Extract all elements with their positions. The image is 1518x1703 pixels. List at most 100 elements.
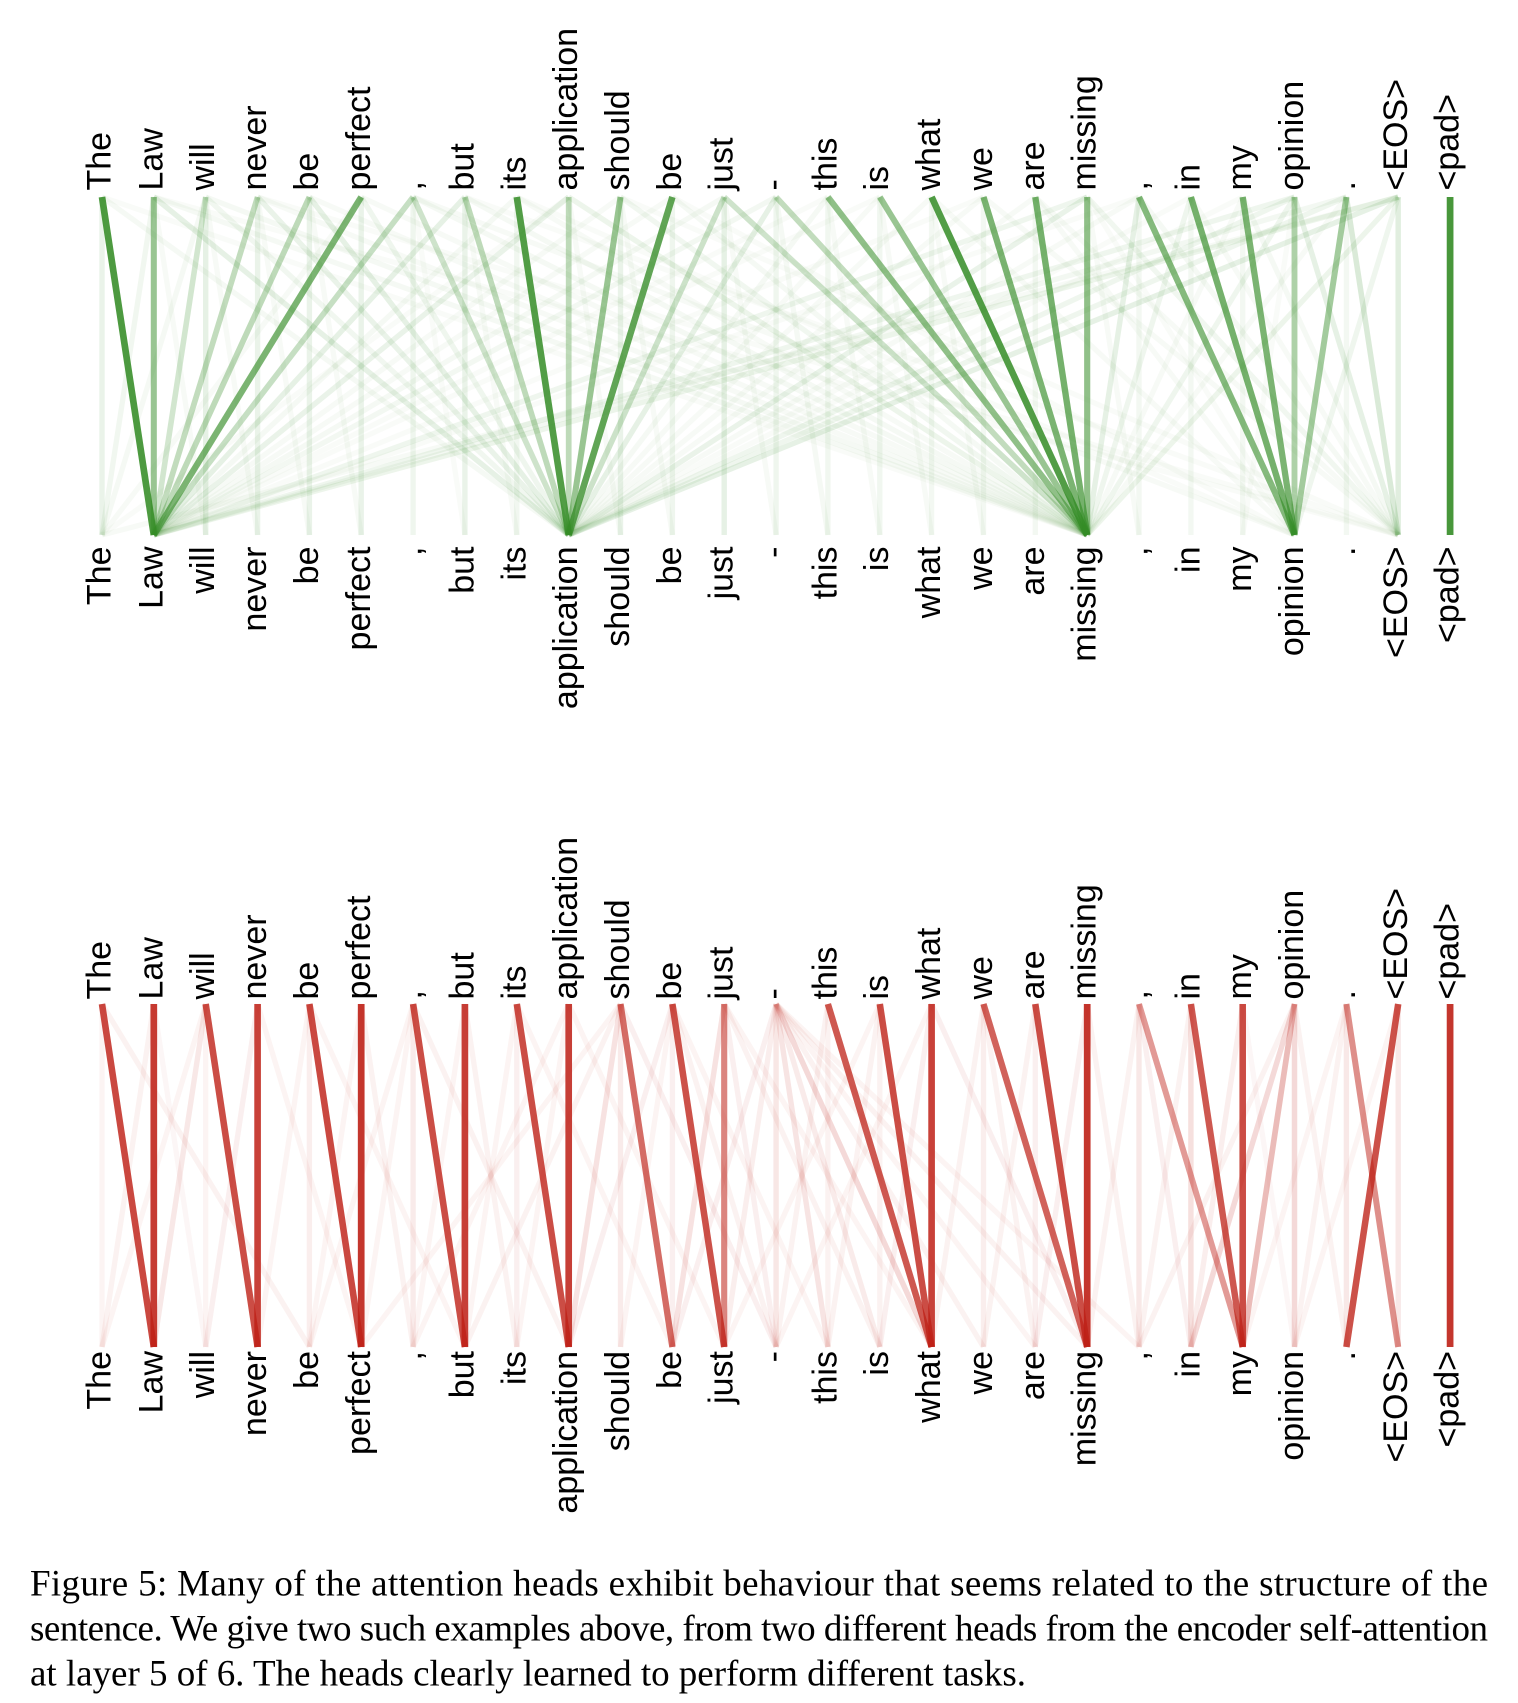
svg-text:is: is [858, 975, 896, 1000]
svg-text:are: are [1014, 141, 1052, 190]
svg-text:<EOS>: <EOS> [1377, 1351, 1415, 1463]
svg-text:The: The [81, 132, 119, 191]
svg-text:Law: Law [132, 546, 170, 609]
svg-text:in: in [1169, 164, 1207, 190]
svg-text:just: just [703, 946, 741, 1000]
svg-text:<EOS>: <EOS> [1377, 79, 1415, 191]
svg-text:missing: missing [1066, 884, 1104, 999]
svg-text:will: will [184, 547, 222, 595]
svg-text:The: The [81, 547, 119, 606]
svg-text:is: is [858, 166, 896, 191]
svg-text:be: be [288, 547, 326, 585]
svg-text:in: in [1169, 1351, 1207, 1377]
svg-text:.: . [1325, 547, 1363, 556]
svg-text:-: - [755, 988, 793, 999]
svg-text:are: are [1014, 547, 1052, 596]
svg-text:should: should [599, 899, 637, 999]
svg-text:<pad>: <pad> [1429, 94, 1467, 190]
svg-text:be: be [651, 962, 689, 1000]
svg-text:its: its [495, 1351, 533, 1385]
svg-text:in: in [1169, 973, 1207, 999]
svg-text:is: is [858, 1351, 896, 1376]
svg-text:application: application [547, 1351, 585, 1514]
svg-text:perfect: perfect [340, 546, 378, 650]
svg-text:sentence. We give two such exa: sentence. We give two such examples abov… [30, 1609, 1488, 1650]
svg-text:perfect: perfect [340, 86, 378, 190]
svg-text:will: will [184, 1351, 222, 1399]
svg-text:,: , [1118, 1351, 1156, 1360]
svg-text:,: , [392, 547, 430, 556]
svg-text:will: will [184, 952, 222, 1000]
svg-text:its: its [495, 157, 533, 191]
svg-text:are: are [1014, 950, 1052, 999]
svg-text:this: this [806, 1351, 844, 1404]
svg-text:missing: missing [1066, 547, 1104, 662]
svg-text:should: should [599, 90, 637, 190]
svg-text:this: this [806, 947, 844, 1000]
svg-text:but: but [443, 546, 481, 594]
svg-text:.: . [1325, 1351, 1363, 1360]
svg-text:but: but [443, 143, 481, 191]
svg-text:Law: Law [132, 128, 170, 191]
svg-text:be: be [651, 1351, 689, 1389]
svg-text:,: , [392, 1351, 430, 1360]
svg-text:we: we [962, 956, 1000, 1000]
svg-text:perfect: perfect [340, 895, 378, 999]
svg-text:my: my [1221, 1351, 1259, 1396]
svg-text:opinion: opinion [1273, 81, 1311, 191]
svg-text:never: never [236, 1351, 274, 1436]
svg-text:be: be [651, 547, 689, 585]
svg-text:-: - [755, 179, 793, 190]
svg-text:in: in [1169, 547, 1207, 573]
svg-text:<pad>: <pad> [1429, 1351, 1467, 1447]
svg-text:be: be [651, 153, 689, 191]
svg-text:.: . [1325, 181, 1363, 190]
svg-text:what: what [910, 927, 948, 1000]
svg-text:,: , [392, 990, 430, 999]
svg-text:what: what [910, 546, 948, 619]
svg-text:be: be [288, 962, 326, 1000]
svg-text:be: be [288, 1351, 326, 1389]
svg-text:The: The [81, 1351, 119, 1410]
svg-text:are: are [1014, 1351, 1052, 1400]
svg-text:its: its [495, 547, 533, 581]
svg-text:application: application [547, 28, 585, 191]
svg-text:Law: Law [132, 937, 170, 1000]
svg-text:my: my [1221, 547, 1259, 592]
svg-text:we: we [962, 147, 1000, 191]
svg-text:just: just [703, 1350, 741, 1404]
svg-text:Figure 5: Many of the attenti: Figure 5: Many of the attention heads ex… [30, 1564, 1488, 1605]
svg-text:perfect: perfect [340, 1350, 378, 1454]
svg-text:will: will [184, 143, 222, 191]
svg-text:we: we [962, 1351, 1000, 1395]
svg-text:opinion: opinion [1273, 1351, 1311, 1461]
svg-text:-: - [755, 547, 793, 558]
svg-text:my: my [1221, 145, 1259, 190]
svg-text:application: application [547, 547, 585, 710]
svg-text:<EOS>: <EOS> [1377, 547, 1415, 659]
svg-text:,: , [1118, 547, 1156, 556]
svg-text:this: this [806, 547, 844, 600]
svg-text:be: be [288, 153, 326, 191]
svg-text:The: The [81, 941, 119, 1000]
svg-text:is: is [858, 547, 896, 572]
svg-text:what: what [910, 118, 948, 191]
svg-text:,: , [392, 181, 430, 190]
svg-text:my: my [1221, 954, 1259, 999]
svg-text:should: should [599, 547, 637, 647]
svg-text:never: never [236, 914, 274, 999]
svg-text:but: but [443, 1350, 481, 1398]
svg-text:should: should [599, 1351, 637, 1451]
svg-text:opinion: opinion [1273, 890, 1311, 1000]
svg-text:never: never [236, 105, 274, 190]
svg-text:-: - [755, 1351, 793, 1362]
svg-text:just: just [703, 546, 741, 600]
svg-text:,: , [1118, 990, 1156, 999]
svg-text:just: just [703, 137, 741, 191]
svg-text:Law: Law [132, 1351, 170, 1414]
svg-text:its: its [495, 966, 533, 1000]
svg-text:.: . [1325, 990, 1363, 999]
svg-text:but: but [443, 952, 481, 1000]
svg-text:opinion: opinion [1273, 547, 1311, 657]
svg-text:what: what [910, 1350, 948, 1423]
